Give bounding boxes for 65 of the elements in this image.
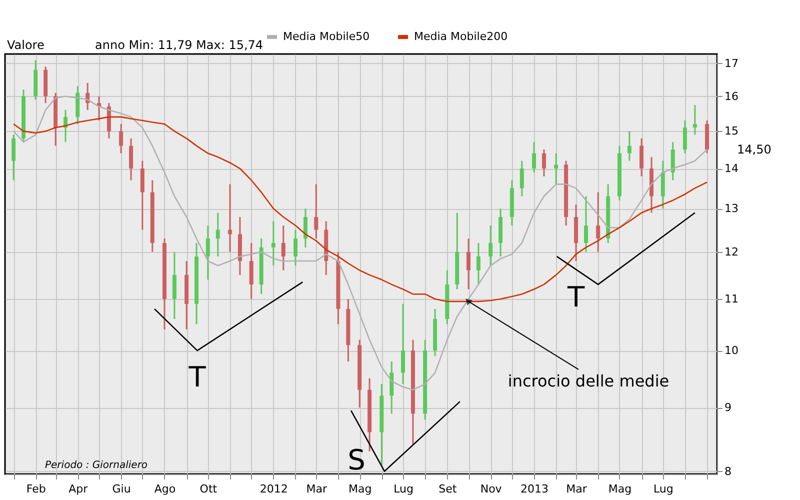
y-tick-label: 11 — [724, 292, 738, 306]
text: Valore — [7, 38, 44, 52]
candlestick — [140, 160, 144, 231]
y-tick-label: 14 — [724, 162, 738, 176]
y-tick-label: 15 — [724, 124, 738, 138]
candlestick — [584, 196, 588, 253]
x-tick-label: Mag — [608, 482, 632, 496]
x-tick-label: Mar — [566, 482, 588, 496]
candlestick — [660, 160, 665, 210]
annotation: incrocio delle medie — [508, 371, 670, 390]
candlestick — [627, 130, 632, 162]
candlestick — [129, 138, 134, 181]
candlestick — [596, 191, 600, 253]
legend-label: Media Mobile200 — [414, 30, 508, 43]
candlestick — [640, 138, 644, 178]
x-tick-label: Lug — [394, 482, 414, 496]
y-tick-label: 13 — [724, 202, 738, 216]
x-tick-label: Nov — [480, 482, 502, 496]
candlestick — [670, 141, 675, 181]
candlestick — [249, 242, 254, 300]
y-tick-label: 17 — [724, 56, 738, 70]
candlestick — [542, 148, 546, 178]
candlestick — [692, 104, 697, 136]
y-tick-label: 8 — [724, 464, 732, 478]
candlestick — [554, 152, 558, 185]
x-tick-label: Apr — [68, 482, 88, 496]
candlestick — [466, 238, 471, 290]
x-tick-label: Mag — [348, 482, 372, 496]
y-tick-label: 12 — [724, 245, 738, 258]
candlestick — [271, 220, 276, 266]
y-tick-label: 10 — [724, 344, 738, 358]
x-tick-label: Feb — [26, 482, 46, 496]
x-tick-label: Set — [438, 482, 458, 496]
candlestick — [532, 141, 536, 174]
candlestick — [401, 303, 406, 385]
annotation: S — [348, 443, 366, 476]
candlestick — [303, 208, 308, 248]
x-tick-label: Ott — [200, 482, 218, 496]
candlestick — [228, 183, 232, 253]
candlestick — [682, 120, 687, 154]
candlestick — [216, 212, 220, 258]
candlestick — [293, 229, 298, 266]
candlestick — [476, 242, 480, 286]
candlestick — [281, 224, 286, 272]
annotation: T — [188, 360, 207, 394]
x-tick-label: Lug — [653, 482, 674, 496]
x-tick-label: Giu — [112, 482, 131, 496]
x-tick-label: Ago — [154, 482, 176, 496]
annotation: T — [566, 280, 586, 314]
candlestick — [206, 224, 210, 280]
candlestick — [520, 160, 524, 198]
candlestick — [390, 360, 394, 414]
text: anno Min: 11,79 Max: 15,74 — [95, 38, 264, 52]
candlestick — [314, 183, 318, 240]
x-tick-label: 2012 — [260, 482, 288, 496]
y-tick-label: 9 — [724, 401, 732, 414]
legend-label: Media Mobile50 — [283, 30, 370, 43]
y-tick-label: 16 — [724, 90, 738, 103]
candlestick — [119, 123, 124, 154]
annotation: Periodo : Giornaliero — [45, 460, 148, 471]
annotation: 14,50 — [737, 142, 772, 157]
candlestick — [12, 134, 16, 181]
candlestick — [488, 224, 493, 266]
x-tick-label: Mar — [306, 482, 328, 496]
x-tick-label: 2013 — [520, 482, 549, 496]
